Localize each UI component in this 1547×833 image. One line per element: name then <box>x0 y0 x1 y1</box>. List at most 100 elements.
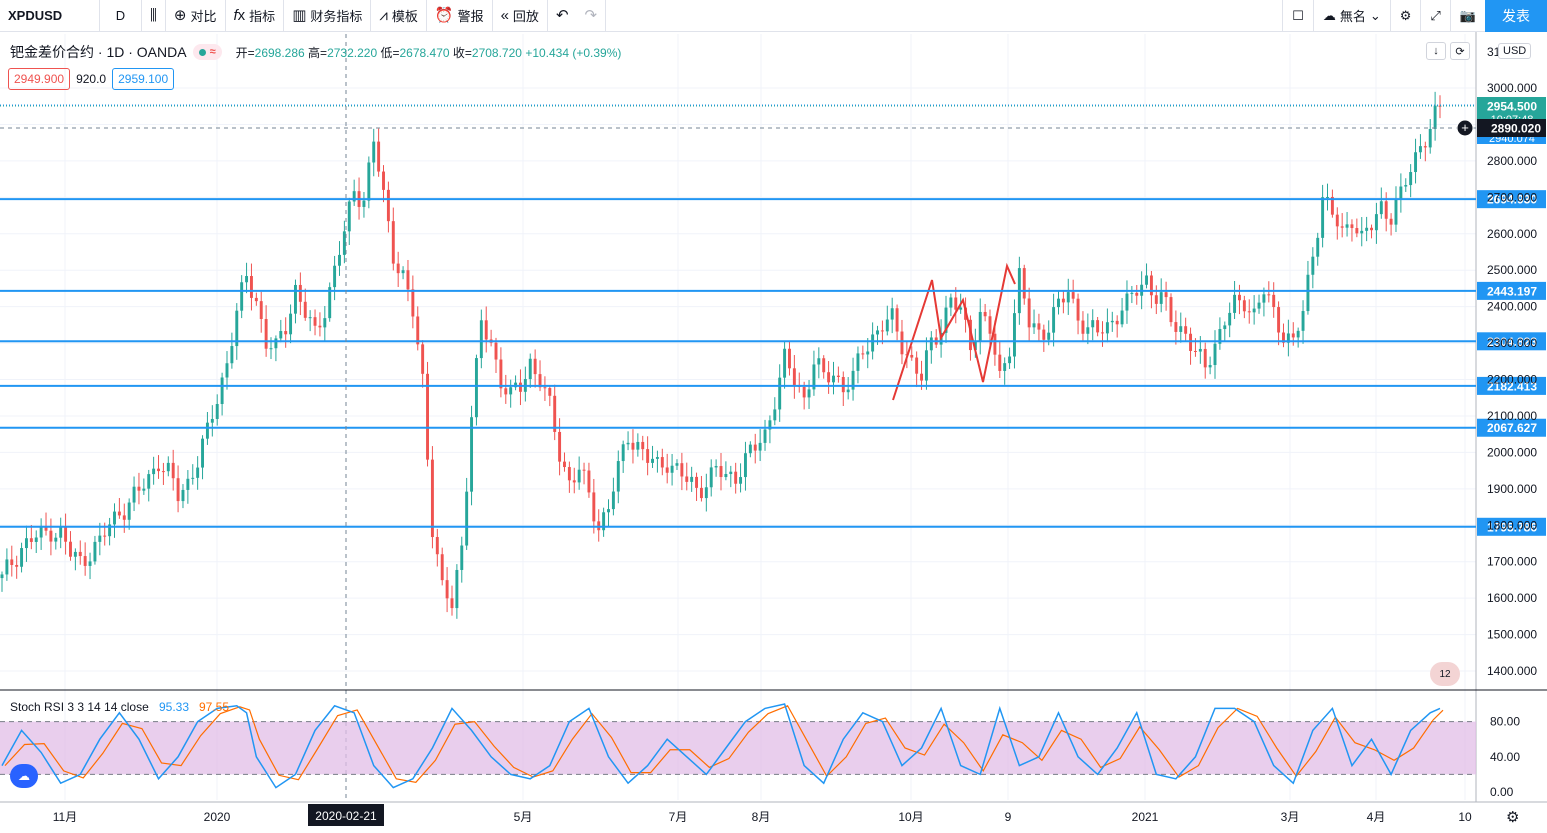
candle-body <box>308 317 312 319</box>
scroll-down-icon[interactable]: ↓ <box>1426 42 1446 60</box>
candle-body <box>1218 329 1222 344</box>
candle-body <box>1174 322 1178 332</box>
candle-body <box>1198 348 1202 352</box>
templates-button[interactable]: ⩘ 模板 <box>371 0 427 32</box>
price-tick-label: 2700.000 <box>1487 190 1537 204</box>
candle-body <box>1096 320 1100 333</box>
candle-body <box>249 276 253 298</box>
candle-body <box>1399 186 1403 199</box>
candle-body <box>78 551 82 557</box>
candle-body <box>147 474 151 489</box>
candle-body <box>396 263 400 274</box>
publish-button[interactable]: 发表 <box>1485 0 1547 32</box>
candle-body <box>1086 327 1090 334</box>
candle-body <box>1296 330 1300 338</box>
reset-scale-icon[interactable]: ⟳ <box>1450 42 1470 60</box>
zigzag-drawing[interactable] <box>892 262 1016 401</box>
candle-body <box>142 488 146 491</box>
alerts-button[interactable]: ⏰ 警报 <box>427 0 493 32</box>
candle-body <box>533 358 537 375</box>
candle-body <box>1115 320 1119 325</box>
wave-icon: ≈ <box>209 46 216 58</box>
candle-body <box>24 538 28 549</box>
candle-body <box>1022 268 1026 299</box>
settings-button[interactable]: ⚙ <box>1389 0 1421 32</box>
sell-price-box[interactable]: 2949.900 <box>8 68 71 90</box>
candle-body <box>592 492 596 522</box>
close-value: 2708.720 <box>471 45 522 60</box>
candle-body <box>792 368 796 385</box>
market-status-pill[interactable]: ≈ <box>192 44 222 60</box>
candle-body <box>915 357 919 374</box>
candle-body <box>1193 350 1197 352</box>
time-axis-settings-icon[interactable]: ⚙ <box>1506 809 1520 826</box>
candle-body <box>709 467 713 488</box>
price-axis[interactable] <box>1476 32 1547 802</box>
candle-body <box>1032 323 1036 328</box>
candle-body <box>817 358 821 365</box>
crosshair-date-label: 2020-02-21 <box>315 809 377 823</box>
candle-body <box>191 477 195 479</box>
buy-price-box[interactable]: 2959.100 <box>112 68 175 90</box>
interval-button[interactable]: D <box>100 0 142 32</box>
candle-body <box>421 344 425 374</box>
layout-name-dropdown[interactable]: ☁ 無名 ⌄ <box>1312 0 1390 32</box>
candle-body <box>1370 227 1373 231</box>
current-price-tag <box>1477 97 1546 115</box>
chevron-down-icon: ⌄ <box>1369 7 1381 23</box>
symbol-search[interactable]: XPDUSD <box>0 0 100 32</box>
candle-body <box>474 358 478 418</box>
candle-body <box>572 480 576 483</box>
level-price-tag <box>1477 418 1546 437</box>
compare-button[interactable]: ⊕ 对比 <box>166 0 226 32</box>
indicators-label: 指标 <box>249 9 276 24</box>
candle-body <box>714 466 718 468</box>
redo-button[interactable]: ↷ <box>577 0 607 32</box>
currency-label[interactable]: USD <box>1498 43 1532 59</box>
candle-body <box>1316 237 1320 257</box>
candle-body <box>465 491 469 546</box>
candle-body <box>372 141 376 163</box>
undo-icon: ↶ <box>555 7 569 24</box>
candle-body <box>1355 228 1359 234</box>
indicators-button[interactable]: fx 指标 <box>226 0 285 32</box>
candle-body <box>1286 333 1290 343</box>
replay-button[interactable]: «回放 <box>493 0 548 32</box>
candle-body <box>655 457 659 459</box>
layout-button[interactable]: ☐ <box>1282 0 1313 32</box>
candle-body <box>1228 312 1232 326</box>
candle-body <box>1335 214 1339 227</box>
candle-body <box>318 325 322 328</box>
candle-body <box>558 431 562 462</box>
candle-body <box>73 551 77 557</box>
candle-body <box>920 373 924 381</box>
events-badge[interactable]: 12 <box>1430 662 1460 686</box>
candle-body <box>426 373 429 460</box>
candle-body <box>988 316 992 334</box>
candle-body <box>548 388 552 396</box>
candle-body <box>338 254 341 266</box>
snapshot-button[interactable]: 📷 <box>1449 0 1485 32</box>
price-tick-label: 2500.000 <box>1487 263 1537 277</box>
price-tick-label: 1600.000 <box>1487 591 1537 605</box>
candle-body <box>1208 365 1212 368</box>
add-alert-icon[interactable] <box>1456 119 1474 137</box>
undo-button[interactable]: ↶ <box>548 0 577 32</box>
fullscreen-button[interactable]: ⤢ <box>1420 0 1449 32</box>
price-tick-label: 2200.000 <box>1487 373 1537 387</box>
chart-canvas[interactable]: 2694.930 2443.197 2304.823 2182.413 2067.627… <box>0 32 1547 833</box>
chart-type-button[interactable]: ⫼ <box>142 0 166 32</box>
financials-button[interactable]: ▥ 财务指标 <box>284 0 372 32</box>
candle-body <box>567 467 571 481</box>
candle-body <box>1125 293 1129 311</box>
candle-body <box>763 429 767 443</box>
top-toolbar: XPDUSD D ⫼ ⊕ 对比 fx 指标 ▥ 财务指标 ⩘ 模板 ⏰ 警报 «回放 ↶ … <box>0 0 1547 32</box>
candle-body <box>734 471 738 484</box>
tradingview-logo-icon[interactable]: ☁ <box>10 764 38 788</box>
candle-body <box>10 559 14 565</box>
indicator-name[interactable]: Stoch RSI 3 3 14 14 close <box>10 700 149 714</box>
candle-body <box>15 564 19 567</box>
redo-icon: ↷ <box>584 7 598 24</box>
candle-body <box>607 509 610 513</box>
candle-body <box>1414 152 1418 173</box>
